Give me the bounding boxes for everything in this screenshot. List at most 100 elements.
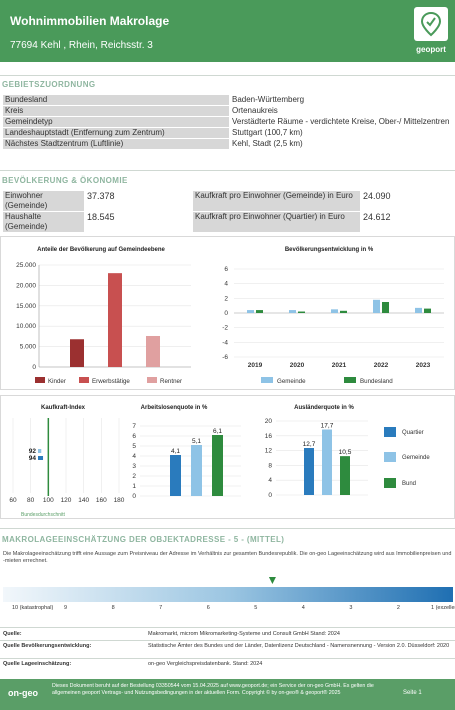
- scale-label: 3: [349, 605, 352, 611]
- gebiet-value: Baden-Württemberg: [229, 94, 453, 106]
- page-number: Seite 1: [403, 690, 422, 696]
- bevoelkerung-row: Einwohner (Gemeinde) 37.378 Kaufkraft pro …: [2, 190, 453, 212]
- legend-swatch: [384, 452, 396, 462]
- y-tick-label: 1: [132, 483, 136, 490]
- x-tick-label: 60: [9, 497, 17, 504]
- geoport-logo: geoport: [413, 6, 449, 58]
- legend-swatch: [35, 377, 45, 383]
- legend-label: Rentner: [160, 378, 182, 385]
- on-geo-logo: on-geo: [8, 688, 38, 698]
- bar-gemeinde: [322, 429, 332, 495]
- bevoelkerung-key: Einwohner (Gemeinde): [2, 190, 85, 212]
- section-title-bevoelkerung: BEVÖLKERUNG & ÖKONOMIE: [2, 176, 128, 185]
- footer-legal-text: Dieses Dokument beruht auf der Bestellun…: [52, 683, 374, 696]
- legend-label: Bundesland: [360, 378, 393, 385]
- bar-gemeinde: [191, 445, 202, 496]
- gebiet-row: Nächstes Stadtzentrum (Luftlinie) Kehl, S…: [2, 138, 453, 150]
- bar-bund: [212, 435, 223, 496]
- gebiet-row: Landeshauptstadt (Entfernung zum Zentrum…: [2, 127, 453, 139]
- y-tick-label: 5: [132, 443, 136, 450]
- chart-title: Anteile der Bevölkerung auf Gemeindeeben…: [37, 247, 165, 253]
- legend-swatch: [344, 377, 356, 383]
- x-tick-label: 2020: [290, 362, 305, 369]
- y-tick-label: 8: [268, 462, 272, 469]
- scale-label: 6: [207, 605, 210, 611]
- y-tick-label: 4: [268, 477, 272, 484]
- bar-rentner: [146, 335, 160, 367]
- y-tick-label: 16: [265, 433, 273, 440]
- y-tick-label: -2: [222, 325, 228, 332]
- gebiet-key: Nächstes Stadtzentrum (Luftlinie): [2, 138, 230, 150]
- divider: [0, 75, 455, 76]
- population-charts-panel: Anteile der Bevölkerung auf Gemeindeeben…: [0, 236, 455, 390]
- bevoelkerung-value: 37.378: [84, 190, 193, 212]
- gebiet-row: Gemeindetyp Verstädterte Räume - verdicht…: [2, 116, 453, 128]
- gebiet-value: Stuttgart (100,7 km): [229, 127, 453, 139]
- bevoelkerung-value: 24.090: [360, 190, 453, 212]
- y-tick-label: 5.000: [20, 344, 37, 351]
- economy-charts-panel: Kaufkraft-Index 60 80 100 120 140 160 180 92 94 Bu…: [0, 395, 455, 519]
- bar-bund: [340, 456, 350, 495]
- bar-bundesland: [340, 310, 347, 313]
- scale-label: 7: [159, 605, 162, 611]
- report-footer: on-geo Dieses Dokument beruht auf der Be…: [0, 679, 455, 710]
- report-header: Wohnimmobilien Makrolage 77694 Kehl , Rh…: [0, 0, 455, 62]
- data-label: 6,1: [213, 428, 222, 435]
- y-tick-label: 20.000: [16, 282, 36, 289]
- x-tick-label: 120: [61, 497, 72, 504]
- makrolage-scale: 10 (katastrophal) 9 8 7 6 5 4 3 2 1 (exzellent): [3, 577, 455, 611]
- scale-bar: [3, 587, 453, 602]
- x-tick-label: 100: [43, 497, 54, 504]
- bevoelkerung-row: Haushalte (Gemeinde) 18.545 Kaufkraft pro …: [2, 211, 453, 233]
- divider: [0, 528, 455, 529]
- legend-label: Erwerbstätige: [92, 378, 130, 385]
- data-label: 92: [29, 448, 37, 455]
- legend-swatch: [384, 427, 396, 437]
- bar-gemeinde: [289, 310, 296, 313]
- y-tick-label: 15.000: [16, 303, 36, 310]
- data-label: 5,1: [192, 438, 201, 445]
- gebiet-value: Verstädterte Räume - verdichtete Kreise,…: [229, 116, 453, 128]
- location-pin-icon: [414, 7, 448, 41]
- foreigner-share-chart: Ausländerquote in % 0 4 8 12 16 20 12,7 17,7 10,5…: [265, 405, 431, 499]
- chart-title: Bevölkerungsentwicklung in %: [285, 247, 374, 253]
- y-tick-label: -4: [222, 339, 228, 346]
- bar-quartier: [38, 456, 44, 460]
- x-tick-label: 2019: [248, 362, 263, 369]
- data-label: 17,7: [321, 423, 334, 430]
- y-tick-label: 3: [132, 463, 136, 470]
- section-title-gebiet: GEBIETSZUORDNUNG: [2, 80, 96, 89]
- data-label: 12,7: [303, 441, 316, 448]
- bar-gemeinde: [247, 310, 254, 313]
- y-tick-label: 12: [265, 448, 273, 455]
- object-address: 77694 Kehl , Rhein, Reichsstr. 3: [10, 40, 153, 51]
- section-title-makrolage: MAKROLAGEEINSCHÄTZUNG DER OBJEKTADRESSE …: [2, 535, 285, 544]
- logo-label: geoport: [416, 45, 446, 54]
- scale-label: 5: [254, 605, 257, 611]
- x-tick-label: 2022: [374, 362, 389, 369]
- legend-label: Gemeinde: [402, 455, 430, 461]
- y-tick-label: 2: [224, 295, 228, 302]
- unemployment-chart: Arbeitslosenquote in % 0 1 2 3 4 5 6 7 4,1 5,1 6,1: [132, 405, 241, 500]
- x-tick-label: 2021: [332, 362, 347, 369]
- source-row: Quelle Lageeinschätzung: on-geo Vergleic…: [3, 661, 263, 667]
- gebiet-table: Bundesland Baden-Württemberg Kreis Ortenauk…: [2, 94, 453, 150]
- bevoelkerung-key: Kaufkraft pro Einwohner (Gemeinde) in Eu…: [192, 190, 361, 212]
- bar-bundesland: [256, 310, 263, 313]
- bar-gemeinde: [415, 307, 422, 313]
- bevoelkerung-value: 18.545: [84, 211, 193, 233]
- bar-kinder: [70, 339, 84, 367]
- data-label: 10,5: [339, 449, 352, 456]
- scale-label: 9: [64, 605, 67, 611]
- x-tick-label: 160: [96, 497, 107, 504]
- y-tick-label: 2: [132, 473, 136, 480]
- y-tick-label: 4: [224, 281, 228, 288]
- population-development-chart: Bevölkerungsentwicklung in % 6 4 2 0 -2 -4 -6 20…: [222, 247, 444, 385]
- chart-title: Arbeitslosenquote in %: [141, 405, 208, 411]
- population-share-chart: Anteile der Bevölkerung auf Gemeindeeben…: [16, 247, 191, 385]
- y-tick-label: 6: [132, 433, 136, 440]
- y-tick-label: 0: [32, 364, 36, 371]
- x-tick-label: 80: [27, 497, 35, 504]
- legend-swatch: [147, 377, 157, 383]
